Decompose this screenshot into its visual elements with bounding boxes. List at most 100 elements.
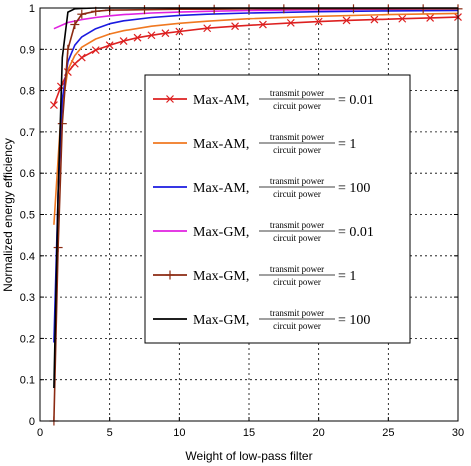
y-tick-label: 0.1 xyxy=(20,375,35,387)
marker-stroke xyxy=(133,33,142,42)
marker-stroke xyxy=(231,22,239,31)
legend-entry-2: Max-AM, transmit power circuit power = 100 xyxy=(153,176,370,199)
legend-ratio-value: = 1 xyxy=(338,137,356,152)
x-tick-label: 25 xyxy=(382,427,394,439)
legend-fraction-numerator: transmit power xyxy=(270,308,324,318)
x-axis-label: Weight of low-pass filter xyxy=(185,449,312,463)
y-tick-label: 0.9 xyxy=(20,44,35,56)
marker-stroke xyxy=(370,15,379,24)
marker-stroke xyxy=(119,37,128,45)
legend-ratio-value: = 0.01 xyxy=(338,93,374,108)
series-0-point xyxy=(342,16,351,25)
series-0-point xyxy=(398,14,407,23)
legend-fraction-denominator: circuit power xyxy=(273,321,321,331)
legend-fraction-denominator: circuit power xyxy=(273,101,321,111)
series-4-point xyxy=(140,5,149,15)
marker-stroke xyxy=(175,27,184,36)
series-line-1 xyxy=(53,12,459,225)
legend-fraction-numerator: transmit power xyxy=(270,220,324,230)
y-tick-label: 1 xyxy=(29,3,35,15)
x-tick-label: 0 xyxy=(37,427,43,439)
y-tick-label: 0 xyxy=(29,416,35,428)
marker-stroke xyxy=(91,46,100,55)
legend-fraction-numerator: transmit power xyxy=(270,88,324,98)
series-4-point xyxy=(349,4,358,14)
series-0-point xyxy=(259,20,267,29)
legend-entry-0: Max-AM, transmit power circuit power = 0.01 xyxy=(153,88,374,111)
marker-stroke xyxy=(259,20,267,29)
series-4-point xyxy=(279,4,289,14)
legend-entry-1: Max-AM, transmit power circuit power = 1 xyxy=(153,132,356,155)
legend-series-name: Max-AM, xyxy=(193,137,249,152)
series-0-point xyxy=(147,31,156,40)
series-4-point xyxy=(53,243,63,253)
series-0-point xyxy=(203,24,212,33)
legend-series-name: Max-GM, xyxy=(193,225,249,240)
marker-stroke xyxy=(161,29,170,38)
series-0-point xyxy=(161,29,170,38)
series-0-point xyxy=(119,37,128,45)
marker-stroke xyxy=(50,101,58,109)
series-0-point xyxy=(133,33,142,42)
legend-series-name: Max-AM, xyxy=(193,93,249,108)
legend-fraction-denominator: circuit power xyxy=(273,233,321,243)
legend-series-name: Max-AM, xyxy=(193,181,249,196)
legend-ratio-value: = 1 xyxy=(338,269,356,284)
axis-ticks: 0 5 10 15 20 25 30 0 0.1 0.2 0.3 0.4 0.5 0.6 0.7 0.8 0.9… xyxy=(20,3,464,439)
legend-fraction-denominator: circuit power xyxy=(273,145,321,155)
legend-fraction-numerator: transmit power xyxy=(270,132,324,142)
legend-ratio-value: = 100 xyxy=(338,181,370,196)
legend-swatch-marker xyxy=(165,270,175,280)
y-axis-label: Normalized energy efficiency xyxy=(1,138,15,292)
series-0-point xyxy=(370,15,379,24)
legend: Max-AM, transmit power circuit power = 0.01… xyxy=(144,74,411,344)
legend-box xyxy=(144,74,411,344)
legend-fraction-numerator: transmit power xyxy=(270,264,324,274)
marker-stroke xyxy=(70,59,79,68)
series-4-point xyxy=(70,20,80,30)
x-tick-label: 10 xyxy=(173,427,185,439)
y-tick-label: 0.6 xyxy=(20,168,35,180)
legend-swatch-marker xyxy=(166,95,174,103)
legend-fraction-numerator: transmit power xyxy=(270,176,324,186)
legend-entry-5: Max-GM, transmit power circuit power = 100 xyxy=(153,308,370,331)
series-4-point xyxy=(418,4,428,14)
marker-stroke xyxy=(342,16,351,25)
series-0-point xyxy=(77,53,86,62)
series-0-point xyxy=(314,17,323,26)
y-tick-label: 0.7 xyxy=(20,127,35,139)
marker-stroke xyxy=(147,31,156,40)
y-tick-label: 0.3 xyxy=(20,292,35,304)
marker-stroke xyxy=(166,95,174,103)
marker-stroke xyxy=(105,41,114,50)
series-0-point xyxy=(286,18,295,27)
marker-stroke xyxy=(77,53,86,62)
series-4-point xyxy=(209,4,219,14)
legend-series-name: Max-GM, xyxy=(193,313,249,328)
legend-fraction-denominator: circuit power xyxy=(273,277,321,287)
series-0-point xyxy=(175,27,184,36)
marker-stroke xyxy=(286,18,295,27)
legend-entry-4: Max-GM, transmit power circuit power = 1 xyxy=(153,264,356,287)
series-4-point xyxy=(77,9,87,19)
series-4-point xyxy=(63,44,73,54)
y-tick-label: 0.5 xyxy=(20,210,35,222)
marker-stroke xyxy=(314,17,323,26)
legend-ratio-value: = 0.01 xyxy=(338,225,374,240)
series-4-point xyxy=(57,119,67,129)
legend-entry-3: Max-GM, transmit power circuit power = 0.01 xyxy=(153,220,374,243)
series-0-point xyxy=(231,22,239,31)
series-0-point xyxy=(91,46,100,55)
x-tick-label: 15 xyxy=(243,427,255,439)
marker-stroke xyxy=(426,13,435,22)
y-tick-label: 0.8 xyxy=(20,86,35,98)
y-tick-label: 0.2 xyxy=(20,333,35,345)
legend-ratio-value: = 100 xyxy=(338,313,370,328)
series-0-point xyxy=(50,101,58,109)
marker-stroke xyxy=(398,14,407,23)
series-0-point xyxy=(426,13,435,22)
x-tick-label: 30 xyxy=(452,427,464,439)
y-tick-label: 0.4 xyxy=(20,251,35,263)
legend-fraction-denominator: circuit power xyxy=(273,189,321,199)
